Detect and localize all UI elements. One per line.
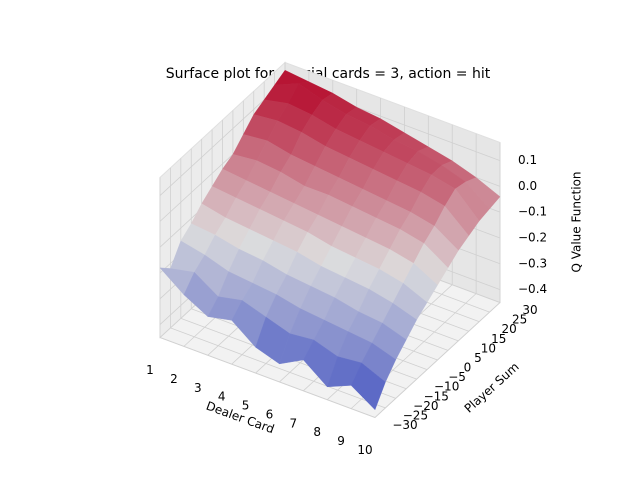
x-tick-label: 2 xyxy=(170,372,178,386)
x-tick-label: 3 xyxy=(194,381,202,395)
y-tick-label: −30 xyxy=(392,418,417,432)
x-tick-label: 10 xyxy=(357,443,372,457)
z-tick-label: −0.3 xyxy=(518,256,547,270)
z-axis-label: Q Value Function xyxy=(570,171,584,272)
z-tick-label: 0.0 xyxy=(518,179,537,193)
y-tick-label: −25 xyxy=(403,408,428,422)
x-tick-label: 6 xyxy=(266,407,274,421)
z-tick-label: −0.2 xyxy=(518,230,547,244)
y-tick-label: 0 xyxy=(464,361,472,375)
grid-line xyxy=(170,327,386,409)
y-tick-label: 10 xyxy=(481,341,496,355)
grid-line xyxy=(159,337,376,418)
x-tick-label: 4 xyxy=(218,390,226,404)
y-tick-label: 25 xyxy=(512,313,527,327)
y-tick-label: −15 xyxy=(424,389,449,403)
z-tick-label: 0.1 xyxy=(518,153,537,167)
x-tick-label: 7 xyxy=(290,416,298,430)
surface xyxy=(159,69,501,411)
surface-facet xyxy=(350,362,386,411)
x-tick-label: 9 xyxy=(337,434,345,448)
y-tick-label: −5 xyxy=(448,370,466,384)
y-tick-label: 5 xyxy=(474,351,482,365)
z-tick-label: −0.1 xyxy=(518,205,547,219)
y-tick-label: 30 xyxy=(522,303,537,317)
y-tick-label: −10 xyxy=(434,380,459,394)
chart-title: Surface plot for special cards = 3, acti… xyxy=(166,66,491,82)
y-tick-label: 15 xyxy=(491,332,506,346)
x-tick-label: 8 xyxy=(313,425,321,439)
y-tick-label: 20 xyxy=(502,322,517,336)
z-tick-label: −0.4 xyxy=(518,282,547,296)
x-tick-label: 5 xyxy=(242,399,250,413)
x-tick-label: 1 xyxy=(146,363,154,377)
y-tick-label: −20 xyxy=(413,399,438,413)
